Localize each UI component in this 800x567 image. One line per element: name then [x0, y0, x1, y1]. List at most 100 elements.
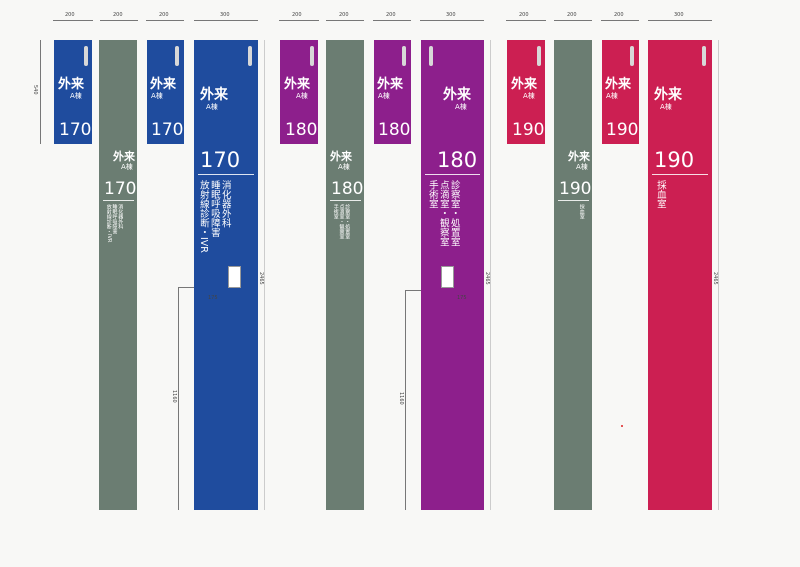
mounting-slot [702, 46, 706, 66]
sign-building: A棟 [338, 163, 350, 171]
dept-label: 診察室・処置室 [448, 180, 460, 247]
divider-line [198, 174, 254, 175]
dim-line [554, 20, 592, 21]
mounting-slot [175, 46, 179, 66]
dept-label: 採血室 [578, 204, 585, 219]
door-plate-holder [441, 266, 454, 288]
mounting-slot [537, 46, 541, 66]
dept-list: 消化器外科 睡眠呼吸障害 放射線診断・IVR [105, 204, 124, 243]
sign-building: A棟 [606, 92, 618, 100]
guide-line [490, 40, 491, 510]
dim-line [420, 20, 484, 21]
dim-line [601, 20, 639, 21]
sign-title: 外来 [605, 77, 632, 92]
divider-line [103, 200, 134, 201]
dim-width-label: 200 [519, 12, 529, 18]
dept-list: 採血室 [578, 204, 585, 219]
small-sign-180: 外来 A棟 180 [280, 40, 318, 144]
guide-line [718, 40, 719, 510]
dim-line [506, 20, 546, 21]
dim-width-label: 200 [339, 12, 349, 18]
small-sign-170-alt: 外来 A棟 170 [147, 40, 184, 144]
dim-width-label: 200 [614, 12, 624, 18]
dept-list: 採血室 [654, 180, 666, 209]
sign-number: 170 [151, 120, 184, 140]
sign-building: A棟 [206, 103, 218, 111]
sign-number: 190 [654, 148, 695, 172]
sign-title: 外来 [200, 87, 228, 103]
divider-line [558, 200, 589, 201]
divider-line [652, 174, 708, 175]
dim-width-label: 200 [292, 12, 302, 18]
dim-line [53, 20, 93, 21]
divider-line [330, 200, 361, 201]
dim-line [178, 287, 194, 288]
dept-list: 消化器外科 睡眠呼吸障害 放射線診断・IVR [197, 180, 231, 253]
dept-list: 診察室・処置室 点滴室・観察室 手術室 [426, 180, 460, 247]
sign-number: 180 [285, 120, 318, 140]
dept-label: 点滴室・観察室 [437, 180, 449, 247]
tall-sign-180: 外来 A棟 180 診察室・処置室 点滴室・観察室 手術室 175 [421, 40, 484, 510]
dim-width-label: 175 [208, 295, 218, 301]
dim-width-label: 175 [457, 295, 467, 301]
dept-label: 手術室 [332, 204, 339, 219]
dept-label: 点滴室・観察室 [338, 204, 345, 239]
dim-height-label: 1160 [171, 390, 177, 403]
dim-line [373, 20, 411, 21]
tall-sign-gray-170: 外来 A棟 170 消化器外科 睡眠呼吸障害 放射線診断・IVR [99, 40, 137, 510]
sign-title: 外来 [377, 77, 404, 92]
mounting-slot [630, 46, 634, 66]
sign-building: A棟 [121, 163, 133, 171]
dim-height-label: 1160 [398, 392, 404, 405]
dept-label: 放射線診断・IVR [197, 180, 209, 253]
sign-number: 180 [331, 179, 364, 199]
sign-title: 外来 [443, 87, 471, 103]
small-sign-190: 外来 A棟 190 [507, 40, 545, 144]
dim-width-label: 300 [674, 12, 684, 18]
divider-line [425, 174, 480, 175]
dept-label: 睡眠呼吸障害 [111, 204, 118, 234]
dim-width-label: 200 [386, 12, 396, 18]
sign-title: 外来 [113, 150, 135, 163]
sign-title: 外来 [568, 150, 590, 163]
sign-number: 190 [606, 120, 639, 140]
dept-label: 放射線診断・IVR [105, 204, 112, 243]
sign-title: 外来 [511, 77, 538, 92]
dept-label: 診察室・処置室 [344, 204, 351, 239]
dim-line [405, 290, 421, 291]
sign-building: A棟 [455, 103, 467, 111]
sign-number: 170 [200, 148, 241, 172]
sign-title: 外来 [330, 150, 352, 163]
dim-height-label: 540 [32, 85, 38, 95]
dim-height-label: 2465 [484, 272, 490, 285]
dim-line [178, 287, 179, 510]
tall-sign-190: 外来 A棟 190 採血室 [648, 40, 712, 510]
dept-label: 消化器外科 [219, 180, 231, 228]
dim-line [194, 20, 258, 21]
door-plate-holder [228, 266, 241, 288]
guide-line [264, 40, 265, 510]
dim-height-label: 2465 [258, 272, 264, 285]
sign-number: 170 [59, 120, 92, 140]
sign-title: 外来 [150, 77, 177, 92]
sign-number: 190 [559, 179, 592, 199]
dim-line [40, 40, 41, 144]
tall-sign-gray-180: 外来 A棟 180 診察室・処置室 点滴室・観察室 手術室 [326, 40, 364, 510]
dim-width-label: 200 [159, 12, 169, 18]
dept-label: 手術室 [426, 180, 438, 209]
sign-building: A棟 [70, 92, 82, 100]
dim-line [326, 20, 364, 21]
dim-line [279, 20, 319, 21]
sign-building: A棟 [660, 103, 672, 111]
mounting-slot [84, 46, 88, 66]
small-sign-170: 外来 A棟 170 [54, 40, 92, 144]
sign-building: A棟 [296, 92, 308, 100]
mounting-slot [310, 46, 314, 66]
sign-title: 外来 [58, 77, 85, 92]
dept-label: 採血室 [654, 180, 666, 209]
tall-sign-170: 外来 A棟 170 消化器外科 睡眠呼吸障害 放射線診断・IVR 175 [194, 40, 258, 510]
dim-width-label: 300 [220, 12, 230, 18]
sign-number: 180 [437, 148, 478, 172]
sign-number: 170 [104, 179, 137, 199]
sign-title: 外来 [654, 87, 682, 103]
